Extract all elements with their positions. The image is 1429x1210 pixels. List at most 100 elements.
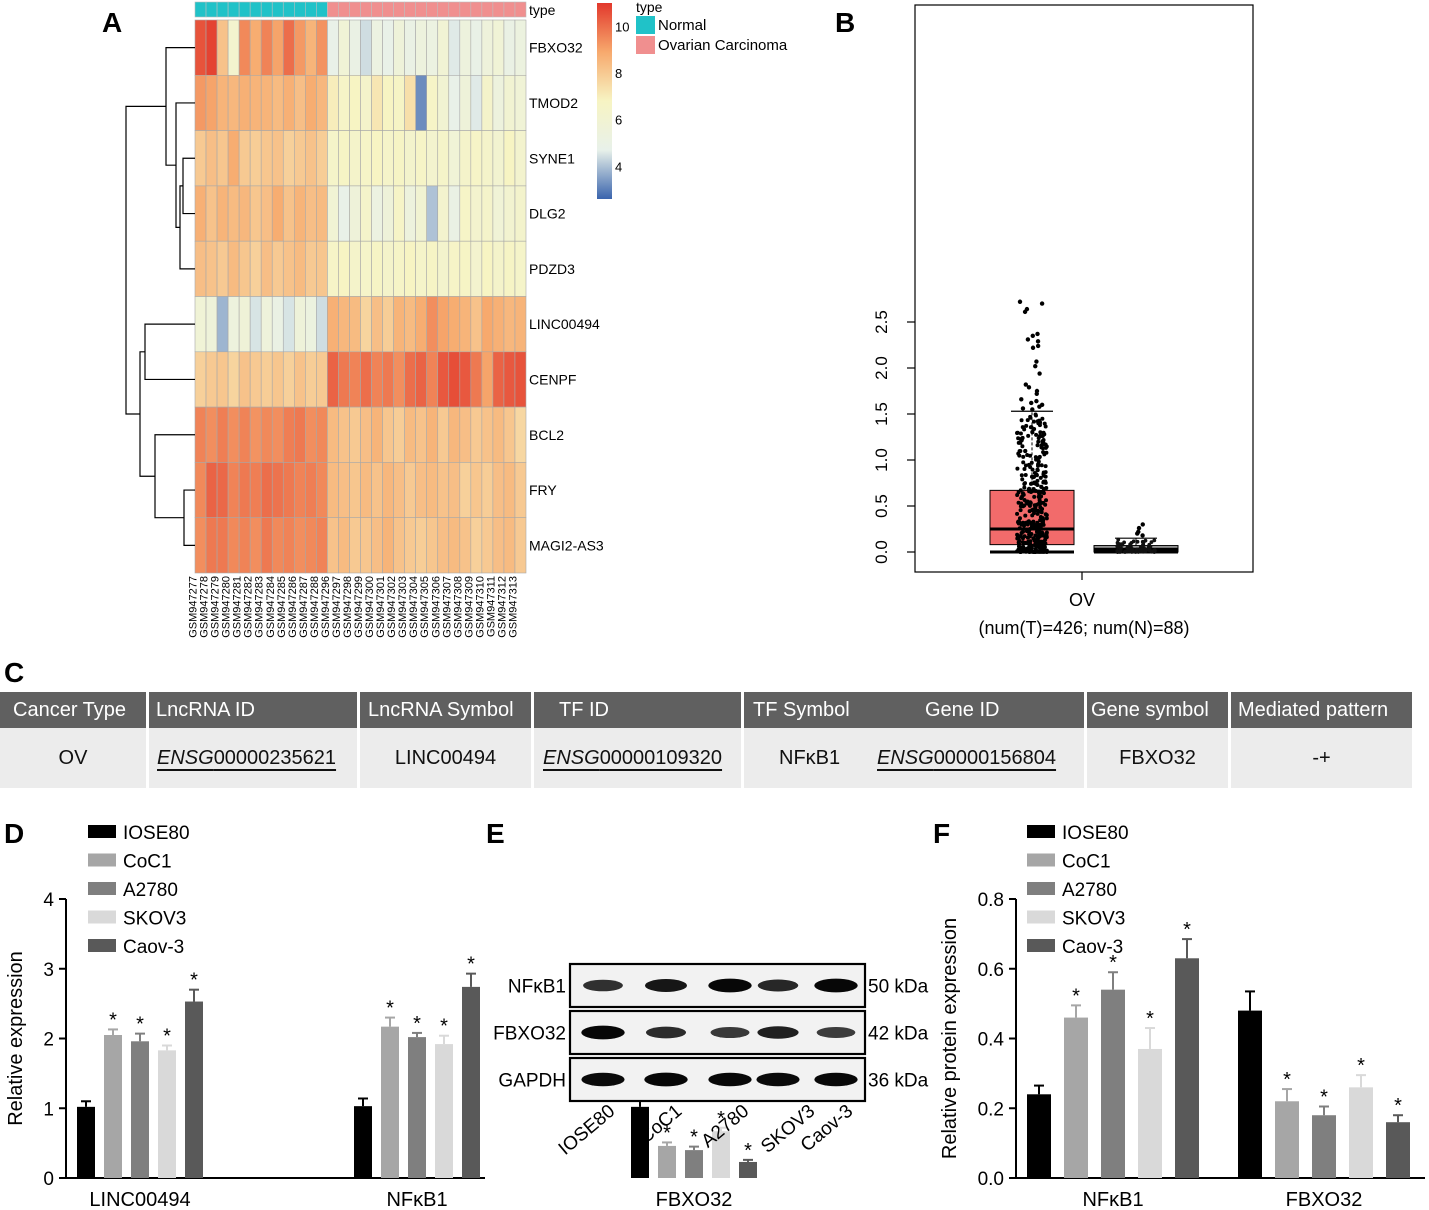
- lncrna-id-link[interactable]: ENSG00000235621: [157, 728, 336, 788]
- gene-label-bcl2: BCL2: [529, 427, 564, 443]
- tumor-point: [1016, 519, 1021, 524]
- heatmap-cell: [503, 462, 516, 518]
- significance-marker: *: [190, 970, 198, 992]
- tumor-point: [1027, 503, 1032, 508]
- normal-point: [1140, 544, 1145, 549]
- tumor-point: [1015, 492, 1020, 497]
- normal-point: [1115, 540, 1120, 545]
- heatmap-cell: [360, 462, 372, 518]
- heatmap-cell: [238, 19, 251, 76]
- annotation-cell-normal: [194, 1, 207, 18]
- tumor-point: [1025, 535, 1030, 540]
- heatmap-cell: [371, 406, 383, 463]
- heatmap-cell: [260, 406, 273, 463]
- tf-id-link[interactable]: ENSG00000109320: [543, 728, 722, 788]
- heatmap-cell: [249, 240, 262, 297]
- heatmap-cell: [282, 240, 295, 297]
- heatmap-cell: [426, 185, 439, 242]
- dendrogram-branch: [182, 157, 195, 215]
- heatmap-cell: [514, 19, 527, 76]
- significance-marker: *: [717, 1108, 725, 1130]
- heatmap-cell: [393, 462, 405, 518]
- heatmap-cell: [492, 130, 505, 187]
- tumor-point: [1026, 433, 1031, 438]
- heatmap-cell: [360, 351, 372, 408]
- annotation-cell-ovarian-carcinoma: [448, 1, 461, 18]
- heatmap-cell: [238, 296, 251, 353]
- heatmap-cell: [338, 130, 350, 187]
- annotation-cell-ovarian-carcinoma: [415, 1, 427, 18]
- tumor-point: [1044, 498, 1049, 503]
- tumor-point: [1033, 533, 1038, 538]
- heatmap-cell: [216, 351, 229, 408]
- heatmap-cell: [327, 185, 339, 242]
- blot-kda-label-nf-b1: 50 kDa: [868, 977, 929, 998]
- annotation-cell-ovarian-carcinoma: [338, 1, 350, 18]
- annotation-label: type: [529, 2, 556, 18]
- table-data-row: OV ENSG00000235621 LINC00494 ENSG0000010…: [0, 728, 1412, 788]
- bar-fbxo32-caov-3: [739, 1161, 757, 1178]
- header-lncrna-symbol: LncRNA Symbol: [360, 692, 534, 728]
- tumor-point: [1023, 473, 1028, 478]
- sample-label: GSM947305: [419, 576, 431, 638]
- y-tick-label-2: 2: [43, 1030, 54, 1051]
- heatmap-cell: [249, 351, 262, 408]
- cell-text: FBXO32: [1119, 747, 1196, 769]
- tumor-point: [1025, 522, 1030, 527]
- blot-band-fbxo32: [757, 1026, 799, 1039]
- tumor-point: [1040, 506, 1045, 511]
- bar-fbxo32-iose80: [631, 1106, 649, 1178]
- heatmap-cell: [249, 130, 262, 187]
- tumor-point: [1043, 464, 1048, 469]
- panel-label-d: D: [4, 818, 24, 849]
- y-tick-label-0-0: 0.0: [872, 540, 891, 564]
- y-tick-label-4: 4: [43, 890, 54, 911]
- heatmap-cell: [492, 351, 505, 408]
- normal-point: [1135, 539, 1140, 544]
- bar-fbxo32-skov3: [1349, 1087, 1373, 1178]
- x-category-label-fbxo32: FBXO32: [656, 1189, 733, 1210]
- heatmap-cell: [415, 19, 427, 76]
- heatmap-cell: [404, 351, 416, 408]
- heatmap-cell: [503, 240, 516, 297]
- tumor-point: [1041, 486, 1046, 491]
- annotation-cell-ovarian-carcinoma: [327, 1, 339, 18]
- heatmap-cell: [415, 130, 427, 187]
- heatmap-cell: [492, 75, 505, 131]
- normal-point: [1149, 540, 1154, 545]
- heatmap-cell: [448, 19, 461, 76]
- sample-label: GSM947296: [320, 576, 332, 638]
- tumor-point: [1035, 343, 1041, 349]
- blot-kda-label-fbxo32: 42 kDa: [868, 1024, 929, 1045]
- heatmap-cell: [293, 130, 306, 187]
- annotation-cell-normal: [260, 1, 273, 18]
- heatmap-cell: [503, 517, 516, 574]
- heatmap-cell: [382, 351, 394, 408]
- heatmap-cell: [404, 517, 416, 574]
- tumor-point: [1032, 474, 1037, 479]
- heatmap-cell: [448, 296, 461, 353]
- heatmap-cell: [238, 75, 251, 131]
- blot-band-gapdh: [581, 1072, 625, 1087]
- heatmap-cell: [459, 351, 472, 408]
- blot-band-fbxo32: [710, 1026, 750, 1039]
- bar-chart-f: 0.0 0.2 0.4 0.6 0.8 Relative protein expressi…: [939, 823, 1425, 1210]
- y-tick-label-2-0: 2.0: [872, 356, 891, 380]
- header-label: Mediated pattern: [1238, 699, 1389, 721]
- heatmap-cell: [459, 75, 472, 131]
- heatmap-cell: [503, 75, 516, 131]
- gene-label-dlg2: DLG2: [529, 206, 566, 222]
- heatmap-cell: [371, 75, 383, 131]
- id-number: 00000156804: [933, 747, 1057, 769]
- heatmap-cell: [393, 406, 405, 463]
- legend-swatch-coc1: [1027, 853, 1055, 867]
- heatmap-cell: [437, 19, 450, 76]
- tumor-point: [1025, 540, 1030, 545]
- gene-id-link[interactable]: ENSG00000156804: [877, 728, 1056, 788]
- group-legend: type Normal Ovarian Carcinoma: [636, 0, 788, 54]
- heatmap-cell: [293, 240, 306, 297]
- bar-nf-b1-iose80: [354, 1106, 372, 1178]
- tumor-point: [1031, 419, 1036, 424]
- tumor-point: [1029, 400, 1034, 406]
